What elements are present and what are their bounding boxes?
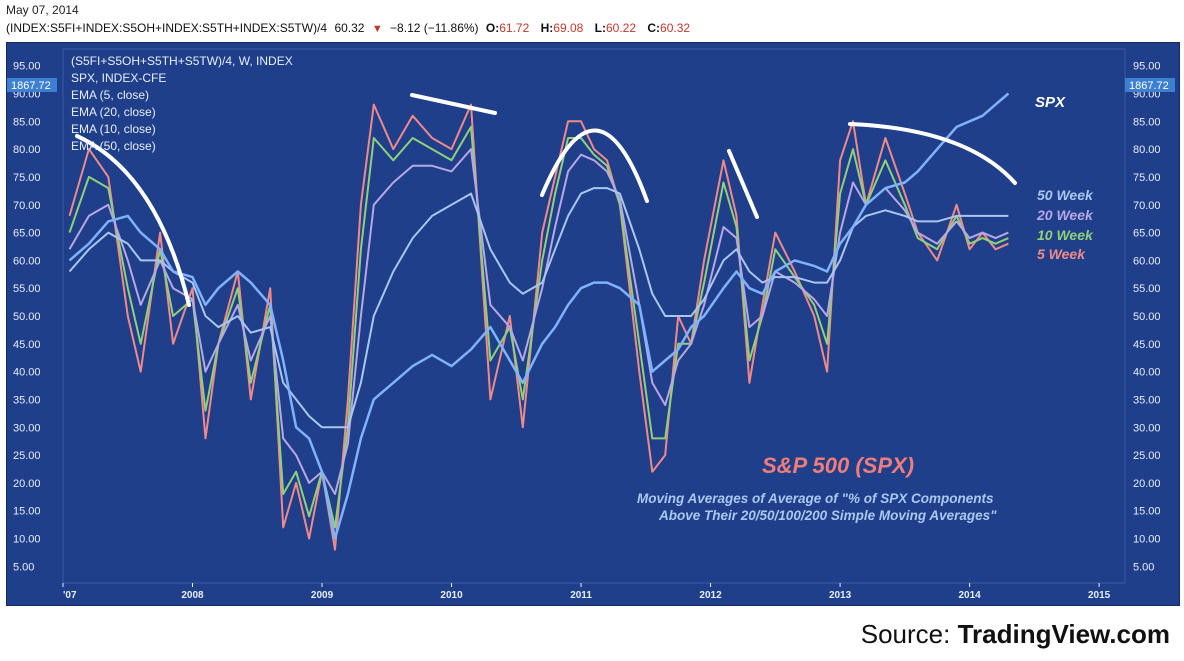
open-label: O: (485, 21, 500, 35)
price-tag-left: 1867.72 (11, 80, 51, 92)
legend-line-6: EMA (50, close) (71, 139, 156, 153)
y-tick-right: 80.00 (1133, 144, 1161, 156)
y-tick-left: 50.00 (13, 311, 41, 323)
open-value: 61.72 (499, 21, 530, 35)
ema-50-line (68, 187, 1009, 429)
source-name: TradingView.com (957, 619, 1170, 649)
y-tick-left: 95.00 (13, 61, 41, 73)
legend-line-1: (S5FI+S5OH+S5TH+S5TW)/4, W, INDEX (71, 54, 293, 68)
trend-arc-2007 (75, 134, 191, 307)
y-tick-right: 30.00 (1133, 422, 1161, 434)
last-price: 60.32 (334, 21, 365, 35)
y-tick-left: 80.00 (13, 144, 41, 156)
spx-label: SPX (1035, 94, 1066, 111)
subtitle-line-1: Moving Averages of Average of "% of SPX … (637, 491, 994, 506)
y-tick-right: 45.00 (1133, 339, 1161, 351)
y-tick-right: 5.00 (1133, 561, 1154, 573)
x-tick-label: 2014 (958, 590, 981, 601)
legend-line-2: SPX, INDEX-CFE (71, 71, 166, 85)
ma-label-50: 50 Week (1037, 187, 1094, 203)
x-tick-label: 2011 (570, 590, 592, 601)
y-tick-left: 55.00 (13, 283, 41, 295)
y-tick-right: 10.00 (1133, 534, 1161, 546)
y-tick-right: 60.00 (1133, 255, 1161, 267)
y-tick-left: 70.00 (13, 200, 41, 212)
x-tick-label: 2012 (699, 590, 722, 601)
chart-title: S&P 500 (SPX) (762, 453, 914, 478)
low-label: L: (594, 21, 606, 35)
ema-10-line (68, 125, 1009, 529)
price-change: −8.12 (−11.86%) (390, 21, 479, 35)
trend-arc-2012 (727, 149, 759, 219)
price-tag-left-bg (7, 78, 57, 92)
y-tick-right: 75.00 (1133, 172, 1161, 184)
price-tag-right-bg (1125, 78, 1175, 92)
legend-line-4: EMA (20, close) (71, 105, 156, 119)
ema-5-line (68, 103, 1009, 551)
x-tick-label: 2010 (440, 590, 463, 601)
high-value: 69.08 (553, 21, 584, 35)
y-tick-right: 95.00 (1133, 61, 1161, 73)
y-tick-right: 25.00 (1133, 450, 1161, 462)
legend-line-3: EMA (5, close) (71, 88, 149, 102)
close-label: C: (647, 21, 661, 35)
subtitle-line-2: Above Their 20/50/100/200 Simple Moving … (658, 508, 997, 523)
price-tag-right: 1867.72 (1129, 80, 1169, 92)
y-tick-left: 10.00 (13, 534, 41, 546)
x-tick-label: 2013 (829, 590, 852, 601)
y-tick-left: 60.00 (13, 255, 41, 267)
y-tick-right: 50.00 (1133, 311, 1161, 323)
legend-line-5: EMA (10, close) (71, 122, 156, 136)
y-tick-left: 35.00 (13, 394, 41, 406)
source-prefix: Source: (860, 619, 951, 649)
y-tick-left: 5.00 (13, 561, 34, 573)
high-label: H: (540, 21, 554, 35)
x-tick-label: 2009 (311, 590, 334, 601)
trend-arc-2013 (848, 122, 1017, 185)
y-tick-left: 25.00 (13, 450, 41, 462)
symbol-name[interactable]: (INDEX:S5FI+INDEX:S5OH+INDEX:S5TH+INDEX:… (6, 21, 328, 35)
trend-arc-2009 (410, 93, 497, 115)
y-tick-left: 15.00 (13, 506, 41, 518)
y-tick-right: 35.00 (1133, 394, 1161, 406)
y-tick-right: 15.00 (1133, 506, 1161, 518)
y-tick-right: 55.00 (1133, 283, 1161, 295)
y-tick-right: 85.00 (1133, 116, 1161, 128)
y-tick-left: 85.00 (13, 116, 41, 128)
ma-label-20: 20 Week (1036, 207, 1094, 223)
y-tick-left: 20.00 (13, 478, 41, 490)
plot-area (62, 48, 1126, 584)
y-tick-left: 30.00 (13, 422, 41, 434)
symbol-header: (INDEX:S5FI+INDEX:S5OH+INDEX:S5TH+INDEX:… (6, 21, 698, 35)
x-tick-label: 2015 (1088, 590, 1111, 601)
ema-20-line (68, 148, 1009, 495)
source-credit: Source: TradingView.com (861, 619, 1170, 650)
y-tick-right: 70.00 (1133, 200, 1161, 212)
y-tick-right: 65.00 (1133, 228, 1161, 240)
down-arrow-icon: ▼ (371, 23, 383, 35)
trend-arc-2011 (540, 128, 649, 203)
y-tick-right: 40.00 (1133, 367, 1161, 379)
x-tick-label: 2008 (181, 590, 204, 601)
spx-line (68, 92, 1010, 540)
y-tick-left: 75.00 (13, 172, 41, 184)
ma-label-5: 5 Week (1037, 246, 1086, 262)
y-tick-left: 65.00 (13, 228, 41, 240)
y-tick-right: 20.00 (1133, 478, 1161, 490)
ma-label-10: 10 Week (1037, 227, 1094, 243)
close-value: 60.32 (660, 21, 691, 35)
chart-panel[interactable]: 95.00 95.00 90.00 90.00 85.00 85.00 80.00 80.00… (6, 42, 1180, 606)
x-tick-label: '07 (63, 590, 77, 601)
y-tick-left: 45.00 (13, 339, 41, 351)
low-value: 60.22 (606, 21, 637, 35)
y-tick-left: 40.00 (13, 367, 41, 379)
chart-date: May 07, 2014 (6, 3, 79, 17)
